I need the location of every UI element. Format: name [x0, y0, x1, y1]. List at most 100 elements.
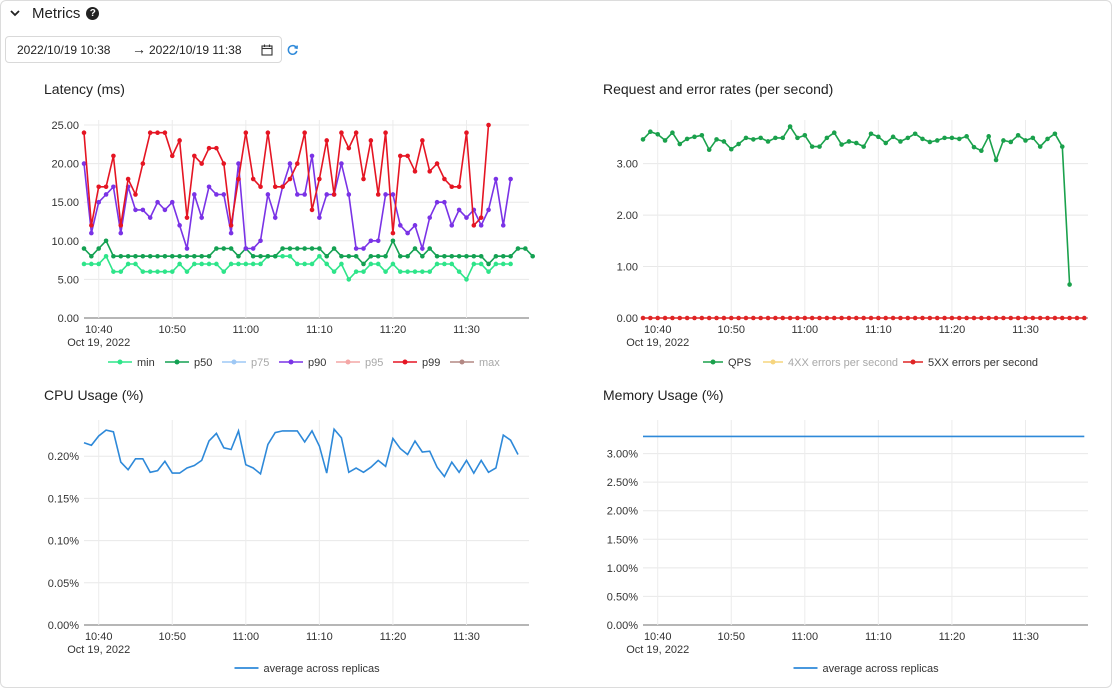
data-point — [471, 261, 477, 267]
y-tick-label: 15.00 — [51, 197, 79, 209]
data-point — [1067, 315, 1072, 321]
data-point — [758, 315, 763, 321]
data-point — [854, 140, 859, 146]
data-point — [780, 315, 786, 321]
data-point — [773, 315, 778, 321]
legend-label: p95 — [365, 357, 383, 369]
data-point — [515, 246, 521, 251]
data-point — [714, 137, 719, 142]
data-point — [456, 269, 462, 274]
y-tick-label: 3.00% — [607, 449, 638, 461]
data-point — [324, 192, 330, 197]
data-point — [368, 238, 374, 244]
data-point — [486, 122, 491, 128]
data-point — [773, 135, 778, 141]
data-point — [662, 315, 668, 321]
metrics-header: Metrics ? — [8, 3, 100, 23]
data-point — [449, 223, 455, 228]
chart-title-memory: Memory Usage (%) — [603, 387, 724, 403]
data-point — [111, 253, 116, 259]
data-point — [111, 184, 116, 190]
data-point — [412, 169, 418, 174]
data-point — [206, 184, 212, 190]
data-point — [375, 192, 381, 197]
data-point — [346, 277, 352, 282]
data-point — [309, 261, 315, 267]
data-point — [331, 269, 337, 274]
data-point — [103, 238, 109, 244]
data-point — [89, 253, 94, 259]
data-point — [361, 176, 366, 182]
data-point — [500, 223, 506, 228]
data-point — [81, 261, 87, 267]
data-point — [236, 176, 241, 182]
data-point — [302, 192, 307, 197]
x-tick-label: 10:40 — [644, 324, 672, 336]
data-point — [111, 153, 116, 159]
y-tick-label: 25.00 — [51, 120, 79, 132]
data-point — [861, 144, 866, 149]
data-point — [324, 261, 330, 267]
data-point — [898, 139, 903, 144]
time-range-picker[interactable]: 2022/10/19 10:38 → 2022/10/19 11:38 — [5, 36, 282, 63]
data-point — [640, 137, 646, 142]
chevron-down-icon[interactable] — [8, 6, 22, 20]
question-circle-icon[interactable]: ? — [86, 6, 100, 20]
data-point — [265, 253, 271, 259]
data-point — [890, 315, 896, 321]
data-point — [89, 223, 94, 228]
data-point — [684, 315, 690, 321]
chart-title-latency: Latency (ms) — [44, 81, 125, 97]
data-point — [751, 315, 756, 321]
x-tick-label: 10:40 — [85, 631, 113, 643]
y-tick-label: 0.10% — [48, 536, 79, 548]
data-point — [133, 207, 138, 213]
calendar-icon[interactable] — [261, 44, 273, 56]
data-point — [302, 261, 307, 267]
x-tick-label: 10:50 — [158, 631, 186, 643]
x-tick-label: 11:10 — [865, 631, 892, 643]
data-point — [309, 153, 315, 159]
data-point — [449, 261, 455, 267]
x-tick-label: 11:00 — [791, 324, 818, 336]
data-point — [96, 246, 102, 251]
data-point — [295, 192, 300, 197]
legend-marker — [770, 359, 776, 365]
range-start[interactable]: 2022/10/19 10:38 — [17, 43, 111, 57]
data-point — [971, 315, 977, 321]
refresh-icon[interactable] — [286, 43, 299, 56]
data-point — [412, 269, 418, 274]
data-point — [368, 253, 374, 259]
data-point — [471, 253, 477, 259]
data-point — [103, 184, 109, 190]
data-point — [375, 261, 381, 267]
data-point — [648, 129, 653, 134]
data-point — [383, 269, 388, 274]
legend-label: average across replicas — [823, 663, 940, 675]
data-point — [883, 140, 889, 146]
data-point — [1052, 315, 1058, 321]
data-point — [971, 144, 977, 150]
data-point — [81, 130, 87, 136]
data-point — [140, 161, 146, 166]
data-point — [221, 246, 227, 251]
data-point — [1023, 138, 1028, 143]
data-point — [89, 261, 94, 267]
data-point — [184, 246, 190, 251]
data-point — [169, 269, 175, 274]
data-point — [140, 253, 146, 259]
data-point — [1001, 315, 1006, 321]
data-point — [89, 230, 94, 236]
data-point — [81, 246, 87, 251]
data-point — [1074, 315, 1080, 321]
data-point — [177, 261, 182, 267]
y-tick-label: 0.50% — [607, 591, 638, 603]
data-point — [920, 136, 925, 142]
data-point — [147, 269, 153, 274]
data-point — [905, 135, 911, 141]
data-point — [986, 134, 992, 139]
data-point — [243, 246, 249, 251]
x-tick-label: 11:00 — [232, 324, 259, 336]
range-end[interactable]: 2022/10/19 11:38 — [149, 43, 242, 57]
data-point — [434, 253, 440, 259]
